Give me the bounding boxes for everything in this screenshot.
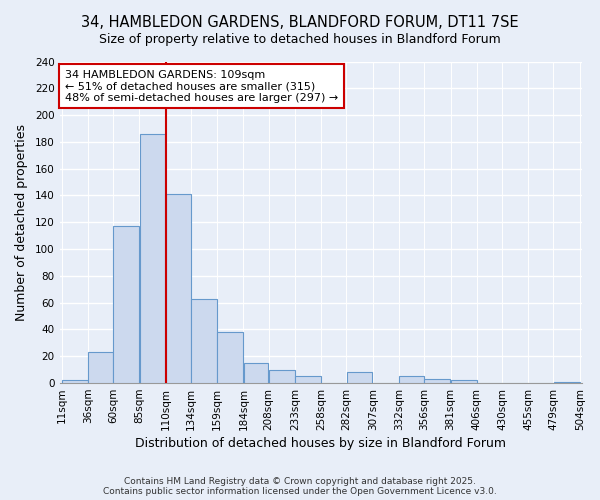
Bar: [113, 226, 139, 383]
Bar: [451, 380, 476, 383]
Bar: [166, 194, 191, 383]
Bar: [191, 298, 217, 383]
Bar: [217, 332, 243, 383]
Bar: [399, 376, 424, 383]
X-axis label: Distribution of detached houses by size in Blandford Forum: Distribution of detached houses by size …: [135, 437, 506, 450]
Text: 34 HAMBLEDON GARDENS: 109sqm
← 51% of detached houses are smaller (315)
48% of s: 34 HAMBLEDON GARDENS: 109sqm ← 51% of de…: [65, 70, 338, 102]
Text: Size of property relative to detached houses in Blandford Forum: Size of property relative to detached ho…: [99, 32, 501, 46]
Text: 34, HAMBLEDON GARDENS, BLANDFORD FORUM, DT11 7SE: 34, HAMBLEDON GARDENS, BLANDFORD FORUM, …: [81, 15, 519, 30]
Bar: [554, 382, 580, 383]
Bar: [244, 363, 268, 383]
Bar: [347, 372, 373, 383]
Bar: [62, 380, 88, 383]
Bar: [140, 134, 166, 383]
Y-axis label: Number of detached properties: Number of detached properties: [15, 124, 28, 321]
Bar: [424, 379, 450, 383]
Bar: [269, 370, 295, 383]
Bar: [295, 376, 321, 383]
Text: Contains HM Land Registry data © Crown copyright and database right 2025.: Contains HM Land Registry data © Crown c…: [124, 477, 476, 486]
Bar: [88, 352, 113, 383]
Text: Contains public sector information licensed under the Open Government Licence v3: Contains public sector information licen…: [103, 487, 497, 496]
